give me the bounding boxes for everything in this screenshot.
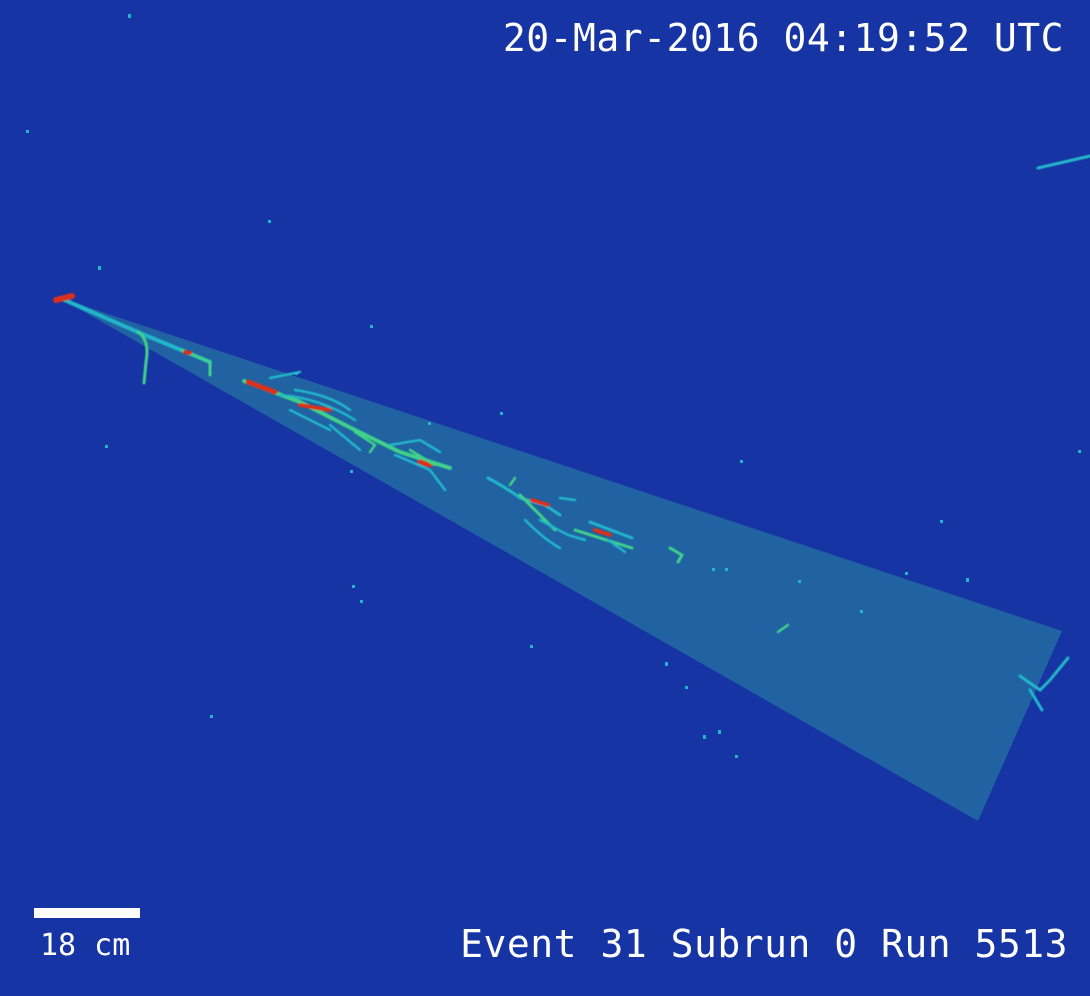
event-info-label: Event 31 Subrun 0 Run 5513 xyxy=(460,922,1068,966)
particle-tracks xyxy=(53,154,1090,712)
stray-track xyxy=(1036,154,1090,170)
vertex-hit xyxy=(53,293,75,303)
noise-hits xyxy=(26,14,1081,758)
timestamp-label: 20-Mar-2016 04:19:52 UTC xyxy=(502,16,1064,60)
secondary-track xyxy=(136,330,149,385)
scale-bar xyxy=(34,908,140,918)
shower-cone xyxy=(60,298,1062,821)
scale-label: 18 cm xyxy=(40,928,131,963)
